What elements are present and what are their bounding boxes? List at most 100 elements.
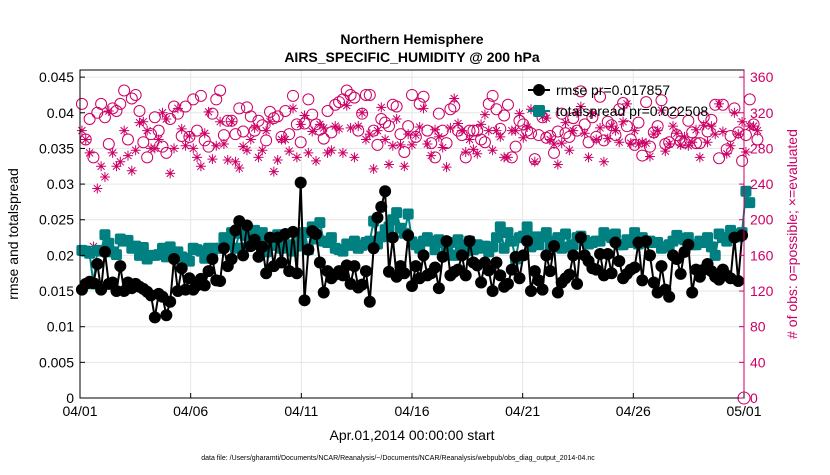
obs-possible-point <box>191 124 204 137</box>
rmse-point <box>164 295 177 308</box>
obs-possible-point <box>233 102 246 115</box>
obs-evaluated-point <box>257 145 268 156</box>
spread-point <box>183 255 195 267</box>
rmse-point <box>294 176 307 189</box>
obs-evaluated-point <box>694 152 705 163</box>
obs-possible-point <box>102 137 115 150</box>
rmse-point <box>486 285 499 298</box>
rmse-point <box>175 262 188 275</box>
rmse-point <box>398 267 411 280</box>
rmse-point <box>540 249 553 262</box>
spread-point <box>540 227 552 239</box>
obs-possible-point <box>601 115 614 128</box>
x-axis-label: Apr.01,2014 00:00:00 start <box>329 427 494 443</box>
obs-evaluated-point <box>733 129 744 140</box>
obs-possible-point <box>475 133 488 146</box>
obs-possible-point <box>682 114 695 127</box>
rmse-point <box>240 219 253 232</box>
obs-evaluated-point <box>84 147 95 158</box>
rmse-point <box>532 274 545 287</box>
obs-possible-point <box>739 129 752 142</box>
obs-evaluated-point <box>380 134 391 145</box>
obs-possible-point <box>125 92 138 105</box>
obs-evaluated-point <box>621 98 632 109</box>
rmse-point <box>302 243 315 256</box>
obs-possible-point <box>333 96 346 109</box>
obs-evaluated-point <box>172 103 183 114</box>
rmse-point <box>313 256 326 269</box>
rmse-point <box>674 267 687 280</box>
obs-possible-point <box>640 96 653 109</box>
rmse-point <box>375 200 388 213</box>
rmse-point <box>501 277 514 290</box>
spread-point <box>502 227 514 239</box>
obs-evaluated-point <box>218 138 229 149</box>
obs-evaluated-point <box>522 122 533 133</box>
obs-evaluated-point <box>752 125 763 136</box>
obs-possible-point <box>501 98 514 111</box>
obs-evaluated-point <box>249 122 260 133</box>
obs-evaluated-point <box>629 125 640 136</box>
obs-evaluated-point <box>149 143 160 154</box>
obs-evaluated-point <box>307 126 318 137</box>
obs-possible-point <box>413 97 426 110</box>
obs-possible-point <box>613 103 626 116</box>
obs-evaluated-point <box>364 129 375 140</box>
obs-evaluated-point <box>76 125 87 136</box>
obs-evaluated-point <box>729 107 740 118</box>
rmse-point <box>202 265 215 278</box>
obs-evaluated-point <box>103 106 114 116</box>
obs-possible-point <box>87 151 100 164</box>
obs-evaluated-point <box>445 122 456 133</box>
obs-evaluated-point <box>437 142 448 153</box>
obs-evaluated-point <box>691 124 702 135</box>
obs-possible-point <box>194 89 207 102</box>
obs-possible-point <box>294 136 307 149</box>
x-tick-label: 04/01 <box>62 403 97 419</box>
obs-possible-point <box>114 97 127 110</box>
legend-rmse-label: rmse pr=0.017857 <box>556 82 670 98</box>
obs-evaluated-point <box>272 155 283 166</box>
obs-evaluated-point <box>671 128 682 139</box>
obs-evaluated-point <box>126 165 137 176</box>
obs-evaluated-point <box>568 125 579 136</box>
obs-evaluated-point <box>648 129 659 140</box>
obs-evaluated-point <box>153 134 164 145</box>
obs-evaluated-point <box>180 140 191 151</box>
rmse-point <box>544 265 557 278</box>
obs-evaluated-point <box>199 128 210 139</box>
obs-possible-point <box>106 102 119 115</box>
obs-evaluated-point <box>633 138 644 149</box>
obs-evaluated-point <box>357 107 368 118</box>
obs-possible-point <box>563 130 576 143</box>
obs-possible-point <box>548 146 561 159</box>
rmse-point <box>682 238 695 251</box>
obs-evaluated-point <box>349 152 360 163</box>
obs-evaluated-point <box>614 137 625 148</box>
rmse-point <box>640 235 653 248</box>
obs-evaluated-point <box>514 108 525 119</box>
obs-evaluated-point <box>579 128 590 139</box>
x-tick-label: 04/16 <box>394 403 429 419</box>
obs-evaluated-point <box>545 134 556 145</box>
rmse-point <box>567 249 580 262</box>
rmse-point <box>548 240 561 253</box>
obs-possible-point <box>260 134 273 147</box>
obs-possible-point <box>425 137 438 150</box>
spread-point <box>490 232 502 244</box>
obs-evaluated-point <box>414 122 425 133</box>
rmse-point <box>363 295 376 308</box>
obs-possible-point <box>329 98 342 111</box>
obs-evaluated-point <box>107 147 118 158</box>
x-tick-label: 04/21 <box>505 403 540 419</box>
obs-possible-point <box>95 97 108 110</box>
obs-possible-point <box>359 88 372 101</box>
spread-point <box>609 228 621 240</box>
rmse-point <box>628 261 641 274</box>
obs-possible-point <box>287 89 300 102</box>
obs-evaluated-point <box>261 125 272 136</box>
obs-possible-point <box>141 151 154 164</box>
rmse-point <box>260 267 273 280</box>
x-tick-label: 05/01 <box>726 403 761 419</box>
